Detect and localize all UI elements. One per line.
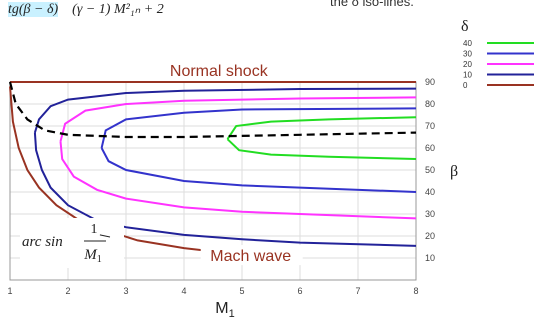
curve-delta-40-weak	[226, 138, 417, 160]
y-tick-label: 40	[425, 187, 435, 197]
legend-label: 0	[463, 81, 468, 90]
y-tick-label: 30	[425, 209, 435, 219]
arcsin-denominator: M1	[83, 247, 102, 265]
y-tick-label: 20	[425, 231, 435, 241]
legend-label: 30	[463, 50, 472, 59]
y-axis-label: β	[450, 163, 458, 180]
curve-delta-0-weak	[9, 86, 301, 260]
curve-delta-40-strong	[226, 116, 417, 140]
max-deflection-curve	[8, 81, 417, 139]
curve-delta-20-weak	[59, 141, 417, 220]
x-tick-label: 6	[297, 286, 302, 296]
formula-part2: (γ − 1) M²₁ₙ + 2	[72, 2, 164, 17]
x-tick-label: 7	[355, 286, 360, 296]
curve-delta-20-strong	[59, 96, 417, 142]
mach-wave-label-bg	[200, 245, 303, 266]
x-tick-label: 2	[65, 286, 70, 296]
arcsin-label-bg	[20, 218, 124, 268]
curve-delta-30-weak	[100, 147, 417, 193]
y-tick-label: 50	[425, 165, 435, 175]
x-tick-label: 1	[7, 286, 12, 296]
arcsin-leader-line	[99, 234, 111, 238]
formula-part1: tg(β − δ)	[8, 2, 59, 17]
y-tick-label: 60	[425, 143, 435, 153]
legend-label: 20	[463, 60, 472, 69]
y-tick-label: 10	[425, 253, 435, 263]
top-note: the δ iso-lines.	[330, 0, 414, 9]
legend-label: 10	[463, 71, 472, 80]
x-tick-label: 5	[239, 286, 244, 296]
x-tick-label: 8	[413, 286, 418, 296]
legend-label: 40	[463, 39, 472, 48]
curve-delta-10-strong	[33, 87, 417, 133]
curve-delta-30-strong	[100, 107, 417, 149]
arcsin-numerator: 1	[91, 222, 98, 237]
x-tick-label: 4	[181, 286, 186, 296]
top-formula: tg(β − δ) (γ − 1) M²₁ₙ + 2	[8, 1, 164, 18]
legend-title: δ	[461, 18, 469, 35]
normal-shock-label: Normal shock	[170, 63, 269, 80]
y-tick-label: 70	[425, 121, 435, 131]
arcsin-label: arc sin	[22, 234, 63, 250]
x-tick-label: 3	[123, 286, 128, 296]
y-tick-label: 80	[425, 99, 435, 109]
mach-wave-label: Mach wave	[210, 248, 291, 265]
x-axis-label: M1	[215, 300, 234, 320]
y-tick-label: 90	[425, 77, 435, 87]
